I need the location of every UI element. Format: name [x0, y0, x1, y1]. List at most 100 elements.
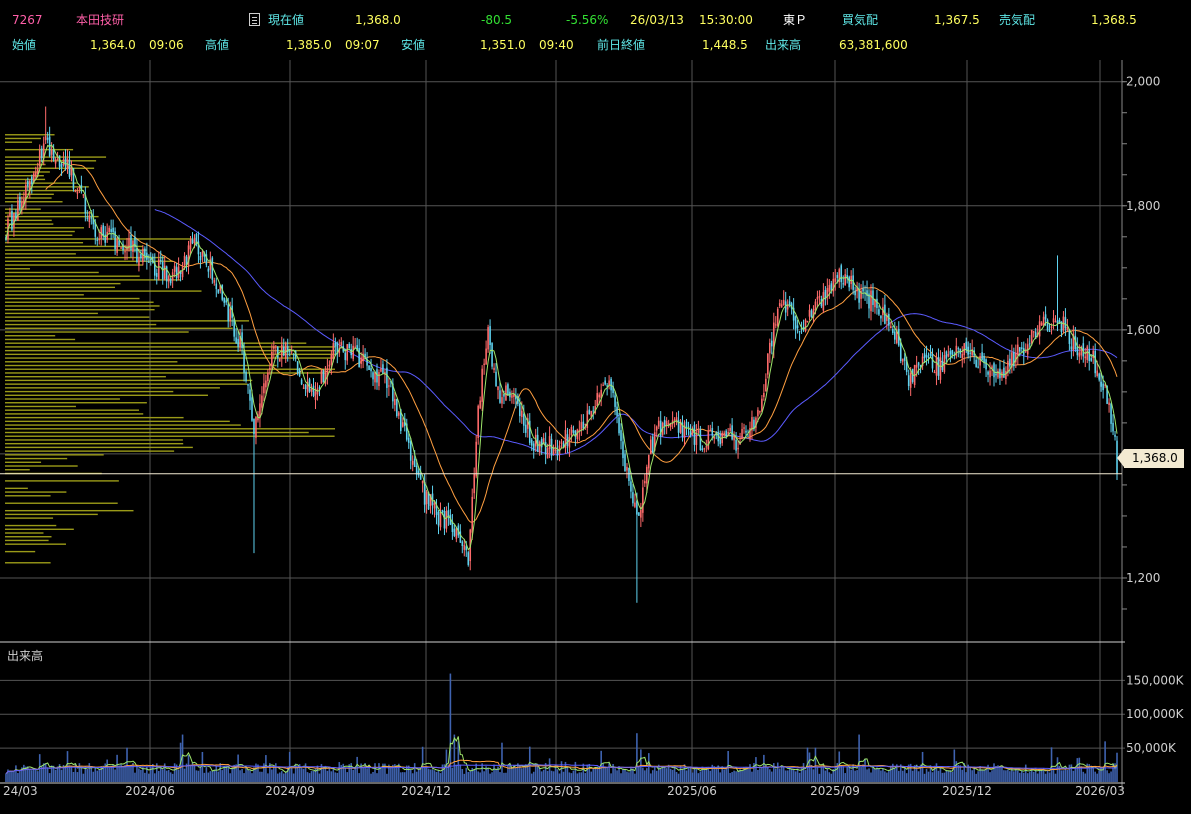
volume-bar	[302, 768, 305, 782]
volume-ma-short	[5, 736, 1118, 775]
y-tick-label: 1,600	[1126, 323, 1160, 337]
volume-bar	[346, 772, 349, 782]
high-value: 1,385.0	[286, 38, 332, 52]
candle-body	[733, 437, 735, 441]
volume-bar	[513, 765, 515, 782]
candle-body	[1052, 318, 1055, 323]
volume-profile-bar	[5, 398, 120, 400]
volume-bar	[669, 768, 672, 782]
candle-body	[515, 395, 517, 400]
volume-bar	[739, 769, 741, 782]
volume-profile-bar	[5, 256, 165, 259]
candle-body	[1007, 360, 1009, 373]
volume-bar	[965, 772, 968, 782]
volume-profile-bar	[5, 502, 118, 504]
volume-bar	[788, 768, 791, 782]
volume-bar	[84, 766, 87, 782]
volume-bar	[917, 771, 920, 782]
candle-body	[588, 409, 591, 415]
volume-bar	[628, 772, 630, 782]
volume-bar	[778, 768, 781, 782]
candle-body	[905, 359, 908, 372]
candle-body	[88, 215, 91, 222]
moving-average-long	[154, 209, 1118, 456]
candle-body	[417, 470, 420, 476]
candle-body	[507, 384, 509, 395]
candle-body	[753, 419, 755, 430]
volume-bar	[590, 771, 593, 782]
document-icon[interactable]	[249, 13, 260, 26]
candle-body	[868, 293, 870, 309]
volume-bar	[29, 769, 31, 782]
candle-body	[689, 431, 692, 435]
candle-body	[747, 435, 749, 437]
volume-profile-bar	[5, 491, 67, 493]
candle-body	[542, 438, 545, 444]
candle-body	[421, 480, 424, 484]
candle-body	[288, 350, 291, 352]
volume-bar	[999, 766, 1001, 782]
volume-bar	[743, 767, 745, 782]
volume-bar	[278, 772, 281, 782]
candle-body	[191, 239, 194, 244]
chart-axes: 2,0001,8001,6001,4001,20024/032024/06202…	[0, 60, 1185, 798]
candle-body	[749, 427, 751, 439]
volume-bar	[511, 766, 513, 782]
volume-bar	[852, 764, 854, 782]
candle-body	[251, 397, 253, 421]
volume-bar	[602, 763, 604, 782]
candle-body	[554, 449, 557, 451]
volume-profile-bar	[5, 208, 41, 210]
volume-bar	[1060, 770, 1063, 782]
candle-body	[616, 406, 618, 416]
volume-bar	[548, 758, 551, 782]
volume-profile-bar	[5, 487, 28, 490]
volume-bar	[901, 770, 904, 782]
candle-body	[314, 391, 317, 400]
volume-bar	[324, 765, 327, 782]
volume-bar	[1054, 773, 1057, 782]
candle-body	[1104, 384, 1106, 386]
candle-body	[108, 227, 110, 232]
candle-body	[78, 187, 81, 189]
candle-body	[271, 351, 273, 367]
volume-bar	[711, 764, 714, 782]
volume-bar	[445, 749, 448, 782]
stock-name: 本田技研	[76, 13, 125, 27]
y-tick-label: 2,000	[1126, 75, 1160, 89]
volume-bar	[104, 763, 106, 782]
volume-bar	[1070, 764, 1073, 782]
volume-bar	[503, 772, 505, 782]
volume-bar	[679, 765, 682, 782]
volume-bar	[215, 766, 218, 782]
candle-body	[892, 328, 894, 334]
candle-body	[1024, 350, 1027, 352]
candle-body	[60, 164, 63, 168]
candle-body	[743, 427, 745, 429]
volume-bar	[735, 771, 737, 782]
candle-body	[651, 436, 654, 453]
volume-bar	[120, 764, 122, 782]
candle-body	[1032, 331, 1035, 333]
candle-body	[630, 481, 632, 492]
volume-bar	[1098, 770, 1100, 782]
candle-body	[751, 417, 753, 431]
candle-body	[36, 169, 39, 175]
volume-bar	[945, 769, 948, 782]
volume-bar	[9, 770, 11, 782]
candle-body	[911, 368, 914, 382]
volume-profile-bar	[5, 431, 309, 434]
candle-body	[207, 268, 210, 272]
volume-bar	[981, 769, 983, 782]
volume-profile-bar	[5, 245, 143, 248]
volume-bar	[217, 771, 220, 782]
volume-bar	[195, 770, 198, 782]
candle-body	[245, 371, 247, 381]
volume-bar	[507, 765, 509, 782]
candle-body	[259, 403, 261, 418]
volume-bar	[725, 768, 727, 782]
volume-bar	[132, 763, 134, 782]
volume-bar	[239, 770, 241, 782]
candle-body	[1011, 352, 1013, 368]
